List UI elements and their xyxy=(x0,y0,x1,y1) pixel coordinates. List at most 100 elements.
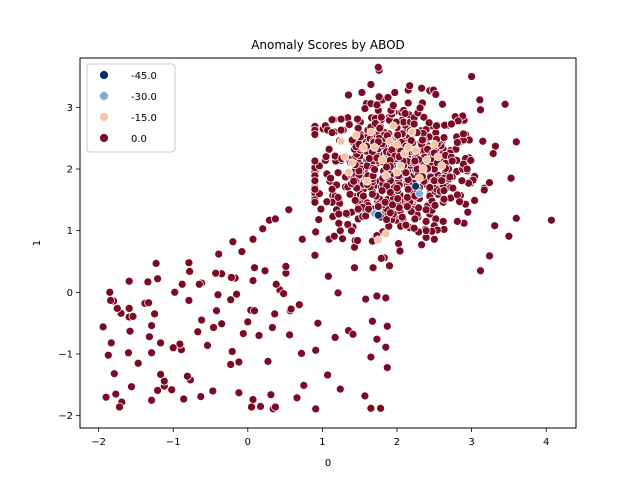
y-tick-label: 2 xyxy=(67,165,73,176)
data-point xyxy=(396,161,406,171)
data-point xyxy=(284,205,294,215)
x-tick-label: −2 xyxy=(91,437,106,448)
legend-label: 0.0 xyxy=(131,134,147,145)
data-point xyxy=(366,80,376,89)
data-point xyxy=(385,261,394,271)
data-point xyxy=(439,133,449,142)
data-point xyxy=(211,268,221,278)
data-point xyxy=(417,83,426,93)
data-point xyxy=(488,149,498,158)
data-point xyxy=(418,164,428,174)
data-point xyxy=(467,72,476,81)
data-point xyxy=(286,304,296,314)
data-point xyxy=(476,266,485,276)
data-point xyxy=(347,226,356,236)
x-tick-label: 2 xyxy=(394,437,400,448)
data-point xyxy=(463,207,473,217)
data-point xyxy=(299,381,309,390)
data-point xyxy=(459,129,468,139)
data-point xyxy=(227,273,236,282)
data-point xyxy=(327,115,337,125)
data-point xyxy=(112,304,122,313)
data-point xyxy=(393,194,403,203)
y-tick-label: −2 xyxy=(58,411,73,422)
data-point xyxy=(403,202,412,211)
data-point xyxy=(310,176,320,186)
data-point xyxy=(370,143,379,152)
data-point xyxy=(433,152,443,162)
data-point xyxy=(350,196,360,205)
data-point xyxy=(341,209,351,218)
data-point xyxy=(372,100,382,110)
data-point xyxy=(421,205,431,215)
data-point xyxy=(271,279,281,289)
data-point xyxy=(329,231,339,241)
data-point xyxy=(144,298,153,308)
data-point xyxy=(359,191,368,201)
series--45_0 xyxy=(373,181,420,220)
data-point xyxy=(366,403,376,413)
data-point xyxy=(311,227,321,237)
data-point xyxy=(234,357,244,367)
data-point xyxy=(336,125,346,135)
data-point xyxy=(153,386,162,395)
data-point xyxy=(403,143,413,152)
data-point xyxy=(109,369,119,379)
data-point xyxy=(333,168,343,178)
data-point xyxy=(354,166,364,176)
data-point xyxy=(310,156,320,166)
data-point xyxy=(403,193,412,202)
data-point xyxy=(432,121,441,131)
data-point xyxy=(491,141,500,151)
data-point xyxy=(263,357,273,366)
data-point xyxy=(322,197,332,207)
data-point xyxy=(439,194,449,204)
data-point xyxy=(453,217,462,226)
data-point xyxy=(362,176,372,186)
data-point xyxy=(411,146,420,155)
data-point xyxy=(297,349,306,358)
x-tick-label: 4 xyxy=(543,437,549,448)
data-point xyxy=(213,290,223,300)
data-point xyxy=(260,266,270,276)
data-point xyxy=(311,404,321,414)
data-point xyxy=(421,226,431,236)
x-axis: −2 −1 0 1 2 3 4 xyxy=(91,428,549,448)
data-point xyxy=(115,402,124,412)
x-tick-label: −1 xyxy=(166,437,181,448)
y-tick-label: −1 xyxy=(58,350,73,361)
data-point xyxy=(167,385,177,395)
data-point xyxy=(106,296,115,305)
data-point xyxy=(547,215,556,225)
data-point xyxy=(209,323,218,332)
y-tick-label: 0 xyxy=(67,288,73,299)
data-point xyxy=(381,229,391,239)
data-point xyxy=(125,326,135,336)
data-point xyxy=(382,363,392,372)
data-point xyxy=(271,214,280,224)
data-point xyxy=(248,234,258,244)
data-point xyxy=(419,112,429,122)
data-point xyxy=(414,203,423,213)
data-point xyxy=(410,156,420,166)
data-point xyxy=(124,276,134,286)
data-point xyxy=(353,236,362,245)
data-point xyxy=(485,251,494,261)
data-point xyxy=(381,293,391,303)
data-point xyxy=(258,224,268,234)
data-point xyxy=(316,204,326,214)
data-point xyxy=(431,90,441,99)
data-point xyxy=(248,395,258,404)
x-axis-label: 0 xyxy=(325,458,331,469)
data-point xyxy=(193,327,203,337)
data-point xyxy=(381,170,391,180)
data-point xyxy=(98,322,108,332)
data-point xyxy=(101,392,111,402)
legend-label: -15.0 xyxy=(131,113,157,124)
data-point xyxy=(478,136,488,146)
data-point xyxy=(395,246,405,256)
data-point xyxy=(310,197,320,207)
data-point xyxy=(422,155,432,165)
data-point xyxy=(124,348,133,358)
